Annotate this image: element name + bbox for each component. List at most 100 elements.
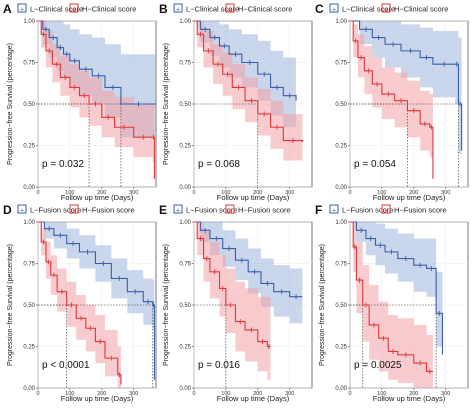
panel-letter: F (315, 203, 322, 217)
legend-key-high-mark: + (72, 208, 76, 215)
x-tick-label: 300 (285, 391, 294, 397)
survival-curve-high (194, 221, 271, 348)
panel-letter: E (159, 203, 167, 217)
legend-label-low: L−Fusion score (186, 206, 238, 215)
y-axis-label: Progression−free Survival (percentage) (7, 244, 14, 366)
legend-key-low-mark: + (332, 7, 336, 14)
y-tick-label: 0.50 (335, 102, 347, 108)
legend-label-low: L−Clinical score (186, 5, 239, 14)
legend-key-high (381, 3, 391, 13)
legend-key-high-mark: + (228, 7, 232, 14)
y-tick-label: 0.75 (335, 262, 347, 268)
y-axis-label: Progression−free Survival (percentage) (7, 43, 14, 165)
y-tick-label: 0.25 (23, 144, 35, 150)
ci-band-high (350, 21, 433, 187)
legend-key-low-mark: + (176, 208, 180, 215)
legend: + L−Clinical score+ H−Clinical score (329, 3, 448, 14)
legend-label-low: L−Clinical score (30, 5, 83, 14)
y-axis-label: Progression−free Survival (percentage) (163, 43, 170, 165)
y-tick-label: 0.00 (335, 185, 347, 191)
x-tick-label: 0 (36, 391, 39, 397)
x-tick-label: 100 (65, 391, 74, 397)
survival-curve-low (38, 20, 156, 105)
panel-letter: C (315, 2, 324, 16)
x-tick-label: 100 (65, 190, 74, 196)
panel-letter: B (159, 2, 168, 16)
legend: + L−Clinical score+ H−Clinical score (17, 3, 136, 14)
panel-c: C + L−Clinical score+ H−Clinical score0.000… (315, 2, 469, 202)
y-tick-label: 0.50 (23, 102, 35, 108)
legend-key-high (381, 204, 391, 214)
x-tick-label: 300 (129, 391, 138, 397)
legend-key-low (173, 204, 183, 214)
survival-curve-low (194, 20, 297, 101)
y-tick-label: 0.75 (179, 262, 191, 268)
y-tick-label: 0.75 (179, 61, 191, 67)
legend-key-high (225, 3, 235, 13)
y-tick-label: 0.25 (179, 345, 191, 351)
x-tick-label: 100 (377, 190, 386, 196)
legend-key-low-mark: + (332, 208, 336, 215)
p-value-label: p = 0.054 (354, 159, 396, 170)
panel-letter: A (3, 2, 12, 16)
y-tick-label: 0.25 (23, 345, 35, 351)
survival-curve-high (38, 20, 155, 179)
survival-curve-high (350, 20, 434, 179)
panel-a: A + L−Clinical score+ H−Clinical score 0.00 0… (3, 2, 157, 202)
legend-label-low: L−Clinical score (342, 5, 395, 14)
legend-key-high-mark: + (228, 208, 232, 215)
survival-curve-low (350, 221, 444, 355)
legend-key-low-mark: + (20, 208, 24, 215)
legend-label-low: L−Fusion score (30, 206, 82, 215)
y-tick-label: 0.00 (335, 386, 347, 392)
x-axis-label: Follow up time (Days) (373, 193, 446, 202)
x-tick-label: 300 (129, 190, 138, 196)
y-tick-label: 0.00 (179, 185, 191, 191)
y-tick-label: 0.25 (335, 144, 347, 150)
x-tick-label: 200 (409, 190, 418, 196)
legend-key-high (69, 3, 79, 13)
legend: + L−Fusion score+ H−Fusion score (329, 204, 447, 215)
y-tick-label: 0.25 (335, 345, 347, 351)
x-tick-label: 0 (192, 190, 195, 196)
y-tick-label: 0.25 (179, 144, 191, 150)
x-tick-label: 200 (409, 391, 418, 397)
y-tick-label: 0.75 (23, 61, 35, 67)
p-value-label: p < 0.0001 (42, 360, 90, 371)
legend-key-high (69, 204, 79, 214)
p-value-label: p = 0.016 (198, 360, 240, 371)
y-axis-label: Progression−free Survival (percentage) (163, 244, 170, 366)
legend-key-high (225, 204, 235, 214)
ci-band-high (350, 222, 433, 388)
y-axis-label: Progression−free Survival (percentage) (319, 244, 326, 366)
x-axis-label: Follow up time (Days) (61, 394, 134, 403)
x-axis-label: Follow up time (Days) (217, 193, 290, 202)
survival-curve-high (194, 20, 303, 143)
x-axis-label: Follow up time (Days) (217, 394, 290, 403)
y-tick-label: 1.00 (179, 19, 191, 25)
x-tick-label: 0 (192, 391, 195, 397)
legend: + L−Fusion score+ H−Fusion score (17, 204, 135, 215)
y-tick-label: 0.50 (335, 303, 347, 309)
y-tick-label: 0.50 (23, 303, 35, 309)
y-tick-label: 0.00 (23, 386, 35, 392)
y-tick-label: 0.75 (335, 61, 347, 67)
survival-curve-low (38, 221, 155, 380)
x-tick-label: 300 (441, 190, 450, 196)
y-tick-label: 1.00 (335, 220, 347, 226)
legend-key-low (329, 204, 339, 214)
panel-f: F + L−Fusion score+ H−Fusion score0.000.250… (315, 203, 469, 403)
x-axis-label: Follow up time (Days) (61, 193, 134, 202)
y-tick-label: 1.00 (335, 19, 347, 25)
legend-key-low (17, 3, 27, 13)
legend-label-low: L−Fusion score (342, 206, 394, 215)
legend-label-high: H−Fusion score (82, 206, 135, 215)
x-tick-label: 300 (441, 391, 450, 397)
legend-key-low (173, 3, 183, 13)
legend-key-low-mark: + (176, 7, 180, 14)
x-tick-label: 200 (97, 391, 106, 397)
survival-curve-high (38, 221, 122, 385)
y-tick-label: 0.00 (23, 185, 35, 191)
x-tick-label: 100 (377, 391, 386, 397)
x-tick-label: 100 (221, 391, 230, 397)
